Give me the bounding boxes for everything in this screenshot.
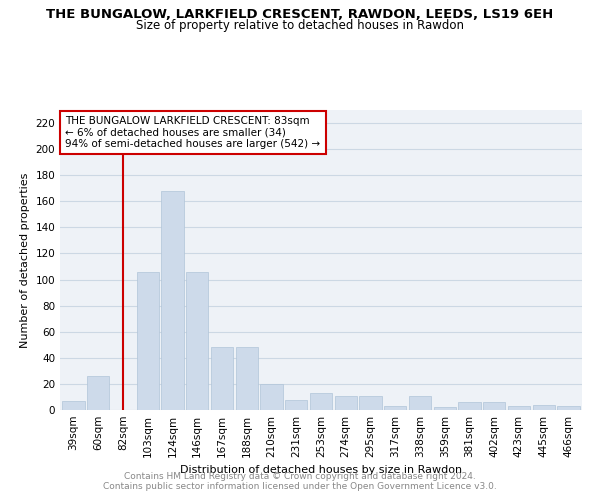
Bar (285, 400, 307, 410)
Text: THE BUNGALOW LARKFIELD CRESCENT: 83sqm
← 6% of detached houses are smaller (34)
: THE BUNGALOW LARKFIELD CRESCENT: 83sqm ←… (65, 116, 320, 149)
Bar (211, 348, 233, 410)
Bar (409, 396, 431, 410)
Bar (359, 396, 382, 410)
Bar (384, 406, 406, 410)
Text: Contains HM Land Registry data © Crown copyright and database right 2024.: Contains HM Land Registry data © Crown c… (124, 472, 476, 481)
Bar (62, 401, 85, 410)
Bar (335, 396, 357, 410)
Bar (137, 272, 159, 410)
Text: Contains public sector information licensed under the Open Government Licence v3: Contains public sector information licen… (103, 482, 497, 491)
Y-axis label: Number of detached properties: Number of detached properties (20, 172, 30, 348)
Bar (161, 191, 184, 410)
Bar (557, 406, 580, 410)
X-axis label: Distribution of detached houses by size in Rawdon: Distribution of detached houses by size … (180, 466, 462, 475)
Bar (87, 376, 109, 410)
Bar (458, 402, 481, 410)
Bar (310, 393, 332, 410)
Bar (236, 348, 258, 410)
Text: Size of property relative to detached houses in Rawdon: Size of property relative to detached ho… (136, 19, 464, 32)
Bar (533, 405, 555, 410)
Bar (434, 408, 456, 410)
Bar (260, 384, 283, 410)
Text: THE BUNGALOW, LARKFIELD CRESCENT, RAWDON, LEEDS, LS19 6EH: THE BUNGALOW, LARKFIELD CRESCENT, RAWDON… (46, 8, 554, 20)
Bar (508, 406, 530, 410)
Bar (186, 272, 208, 410)
Bar (483, 402, 505, 410)
